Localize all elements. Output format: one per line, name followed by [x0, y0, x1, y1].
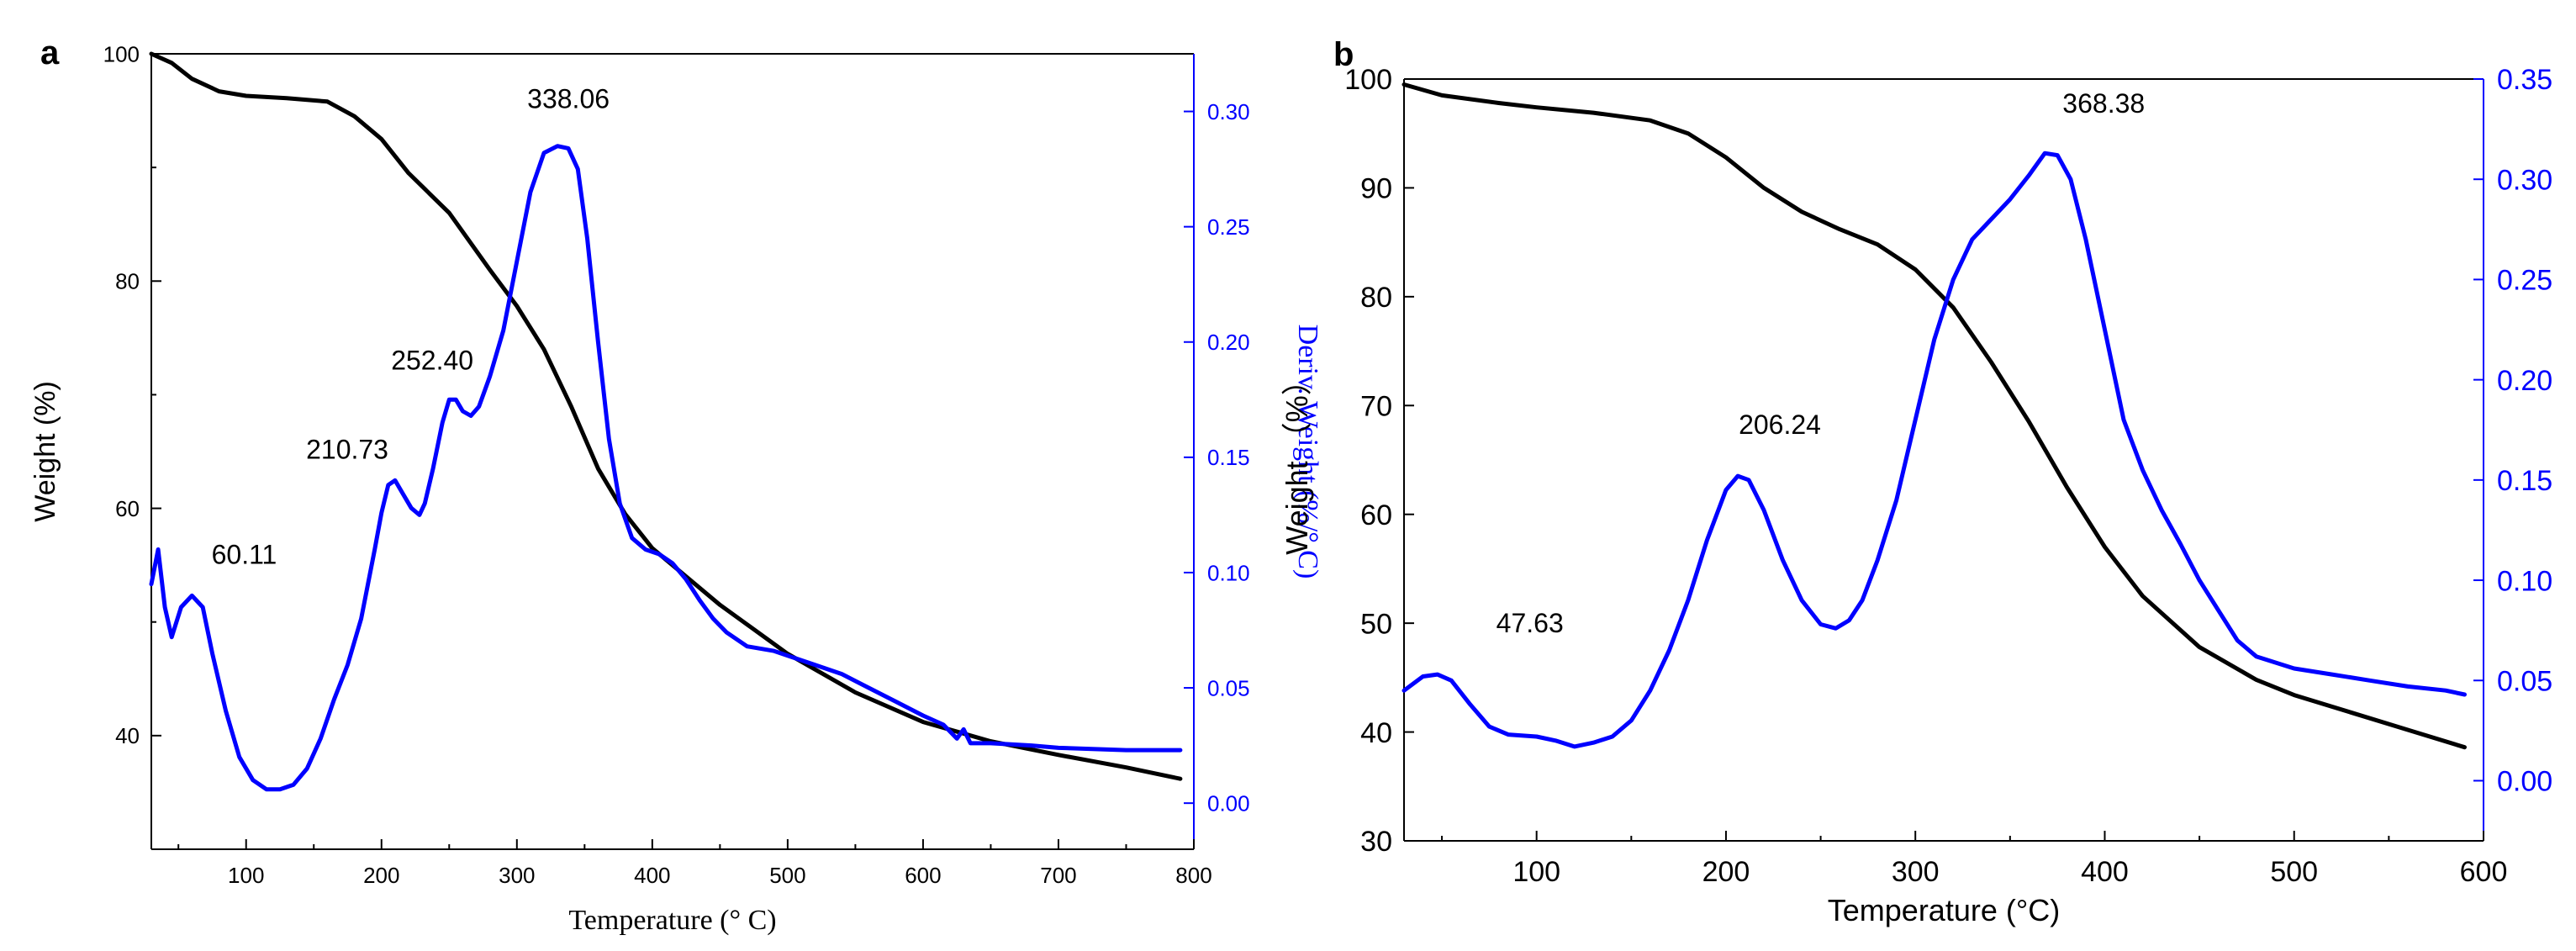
weight-series-line [149, 51, 1183, 781]
y-left-tick-label: 40 [115, 723, 140, 748]
y-left-tick-label: 70 [1360, 391, 1392, 423]
y-right-tick-label: 0.10 [2497, 565, 2552, 597]
y-right-tick-label: 0.00 [2497, 766, 2552, 798]
peak-annotation: 368.38 [2062, 88, 2145, 119]
x-axis-label: Temperature (°C) [1828, 893, 2060, 927]
peak-annotation: 47.63 [1497, 608, 1564, 638]
y-left-tick-label: 60 [115, 496, 140, 521]
y-left-axis-label: Weight (%) [29, 381, 61, 522]
x-tick-label: 400 [2081, 856, 2129, 888]
x-tick-label: 400 [634, 863, 670, 888]
y-left-tick-label: 80 [1360, 282, 1392, 314]
x-tick-label: 100 [228, 863, 264, 888]
x-tick-label: 600 [905, 863, 941, 888]
x-tick-label: 500 [2270, 856, 2318, 888]
y-right-tick-label: 0.20 [1207, 330, 1250, 355]
x-axis-label: Temperature (° C) [568, 905, 776, 936]
x-tick-label: 800 [1175, 863, 1211, 888]
peak-annotation: 60.11 [212, 540, 277, 570]
y-right-tick-label: 0.05 [1207, 675, 1250, 700]
y-left-tick-label: 60 [1360, 499, 1392, 531]
x-tick-label: 200 [363, 863, 399, 888]
x-tick-label: 600 [2460, 856, 2508, 888]
y-right-tick-label: 0.00 [1207, 791, 1250, 816]
peak-annotation: 252.40 [391, 345, 473, 375]
panel-label: b [1333, 36, 1354, 73]
x-tick-label: 300 [499, 863, 535, 888]
y-right-tick-label: 0.30 [1207, 99, 1250, 124]
peak-annotation: 210.73 [306, 434, 388, 464]
peak-annotation: 338.06 [527, 84, 610, 114]
y-left-tick-label: 100 [103, 41, 140, 66]
x-tick-label: 200 [1702, 856, 1750, 888]
y-right-tick-label: 0.35 [2497, 64, 2552, 96]
x-tick-label: 300 [1892, 856, 1940, 888]
x-tick-label: 700 [1040, 863, 1076, 888]
y-right-tick-label: 0.15 [2497, 465, 2552, 497]
y-right-tick-label: 0.30 [2497, 164, 2552, 196]
y-left-tick-label: 30 [1360, 826, 1392, 858]
y-right-tick-label: 0.25 [1207, 214, 1250, 240]
x-tick-label: 100 [1512, 856, 1560, 888]
panel-label: a [40, 34, 60, 71]
y-right-tick-label: 0.20 [2497, 365, 2552, 397]
y-right-tick-label: 0.05 [2497, 666, 2552, 698]
y-left-axis-label: Weight （%） [1280, 365, 1314, 554]
y-left-tick-label: 100 [1344, 64, 1392, 96]
y-left-tick-label: 80 [115, 269, 140, 294]
deriv-weight-series-line [1401, 151, 2467, 749]
y-right-tick-label: 0.10 [1207, 560, 1250, 585]
peak-annotation: 206.24 [1739, 409, 1821, 440]
y-left-tick-label: 50 [1360, 608, 1392, 640]
weight-series-line [1401, 82, 2467, 750]
x-tick-label: 500 [769, 863, 805, 888]
y-left-tick-label: 90 [1360, 173, 1392, 205]
y-right-axis-label: Deriv. Weight (%/° C) [1292, 325, 1323, 579]
y-right-tick-label: 0.25 [2497, 265, 2552, 297]
panel-a: a 100 200 300 400 500 600 700 800 40 60 80 100 0.00 0.… [29, 34, 1323, 936]
y-right-tick-label: 0.15 [1207, 445, 1250, 470]
deriv-weight-series-line [149, 144, 1183, 792]
y-left-tick-label: 40 [1360, 717, 1392, 749]
